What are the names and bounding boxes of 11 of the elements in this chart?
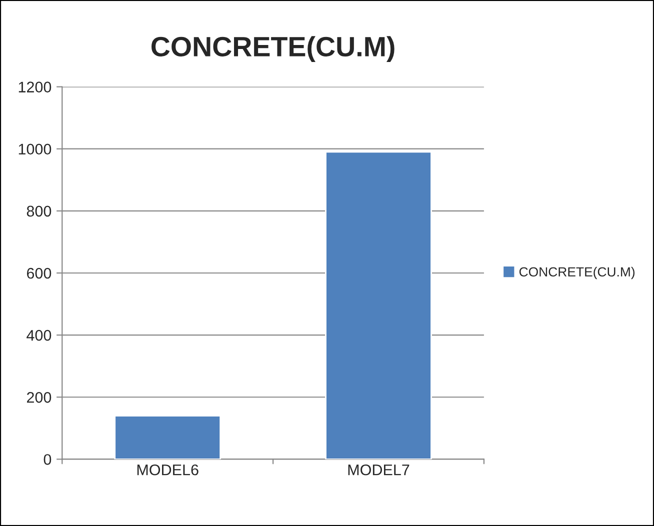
y-tick-label: 600 xyxy=(27,268,52,279)
y-tick-label: 1000 xyxy=(18,144,52,155)
chart-title: CONCRETE(CU.M) xyxy=(152,36,394,62)
y-tick-label: 200 xyxy=(26,392,52,403)
y-tick-label: 1200 xyxy=(18,82,52,92)
x-tick-label: MODEL7 xyxy=(348,464,410,476)
y-tick-label: 800 xyxy=(26,206,52,217)
y-tick-label: 400 xyxy=(26,330,52,341)
y-tick-label: 0 xyxy=(44,454,52,465)
x-tick-label: MODEL6 xyxy=(137,464,198,476)
legend-label: CONCRETE(CU.M) xyxy=(519,266,635,280)
